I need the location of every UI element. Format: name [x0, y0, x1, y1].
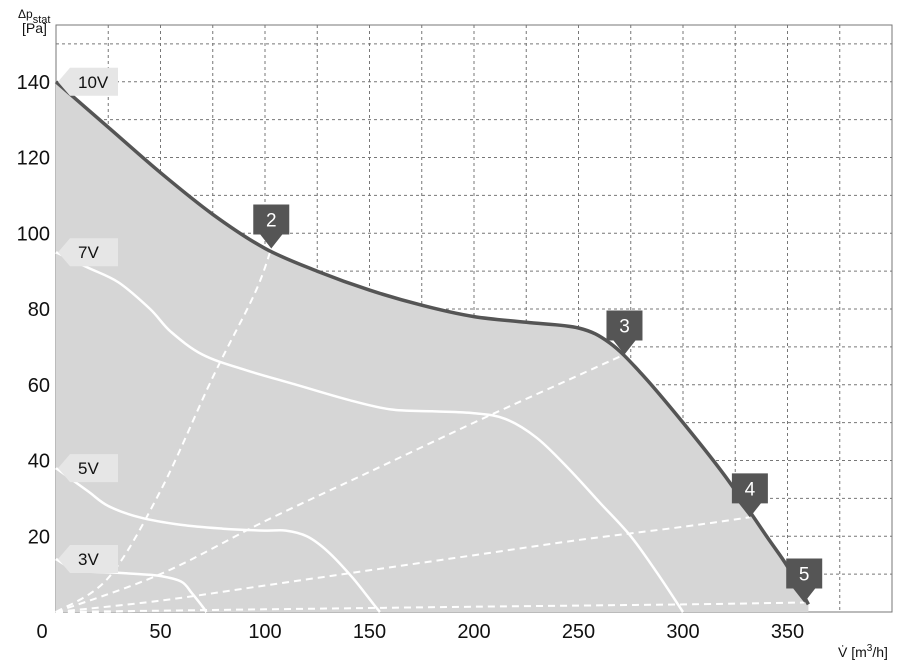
x-tick-label: 300	[666, 621, 699, 643]
flag-shape	[58, 454, 118, 483]
flag-5v: 5V	[58, 454, 118, 483]
x-tick-label: 50	[149, 621, 171, 643]
marker-label: 2	[266, 210, 277, 231]
x-tick-label: 200	[457, 621, 490, 643]
flag-label: 7V	[78, 243, 99, 262]
system-curve-3	[55, 353, 625, 613]
y-tick-label: 140	[17, 72, 50, 94]
marker-label: 3	[619, 316, 630, 337]
flag-label: 3V	[78, 550, 99, 569]
marker-shape	[786, 558, 823, 603]
marker-label: 4	[745, 479, 756, 500]
curve-flags: 10V 7V 5V 3V	[58, 67, 118, 573]
marker-shape	[606, 310, 643, 355]
curve-5v	[55, 467, 381, 613]
x-tick-label: 0	[36, 621, 47, 643]
y-tick-label: 120	[17, 148, 50, 170]
system-curve-2	[55, 248, 273, 613]
marker-label: 5	[799, 565, 810, 586]
marker-4: 4	[731, 473, 768, 518]
flag-7v: 7V	[58, 238, 118, 267]
x-tick-label: 100	[248, 621, 281, 643]
operating-point-markers: 2 3 4 5	[253, 204, 823, 603]
flag-shape	[58, 67, 118, 96]
x-tick-label: 150	[353, 621, 386, 643]
flag-shape	[58, 238, 118, 267]
flag-shape	[58, 544, 118, 573]
x-tick-labels: 0 50 100 150 200 250 300 350	[36, 621, 804, 643]
marker-shape	[253, 204, 290, 249]
y-axis-label: Δpstat	[18, 7, 50, 26]
y-tick-label: 80	[28, 299, 50, 321]
y-tick-label: 40	[28, 451, 50, 473]
flag-10v: 10V	[58, 67, 118, 96]
y-tick-label: 60	[28, 375, 50, 397]
x-tick-label: 250	[562, 621, 595, 643]
flag-3v: 3V	[58, 544, 118, 573]
marker-3: 3	[606, 310, 643, 355]
system-curves	[55, 248, 805, 613]
y-axis-unit: [Pa]	[22, 20, 47, 36]
system-curve-4	[55, 516, 751, 613]
x-tick-label: 350	[771, 621, 804, 643]
marker-shape	[731, 473, 768, 518]
y-tick-label: 20	[28, 526, 50, 548]
marker-2: 2	[253, 204, 290, 249]
flag-label: 5V	[78, 459, 99, 478]
x-axis-label: V̇ [m3/h]	[838, 643, 888, 660]
y-tick-labels: 20 40 60 80 100 120 140	[17, 72, 50, 548]
marker-5: 5	[786, 558, 823, 603]
curve-7v	[55, 251, 685, 613]
system-curve-5	[55, 601, 805, 613]
y-tick-label: 100	[17, 223, 50, 245]
flag-label: 10V	[78, 73, 109, 92]
operating-area	[56, 81, 809, 613]
curve-10v	[54, 80, 810, 606]
